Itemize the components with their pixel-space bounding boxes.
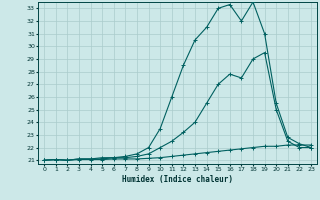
X-axis label: Humidex (Indice chaleur): Humidex (Indice chaleur) [122, 175, 233, 184]
